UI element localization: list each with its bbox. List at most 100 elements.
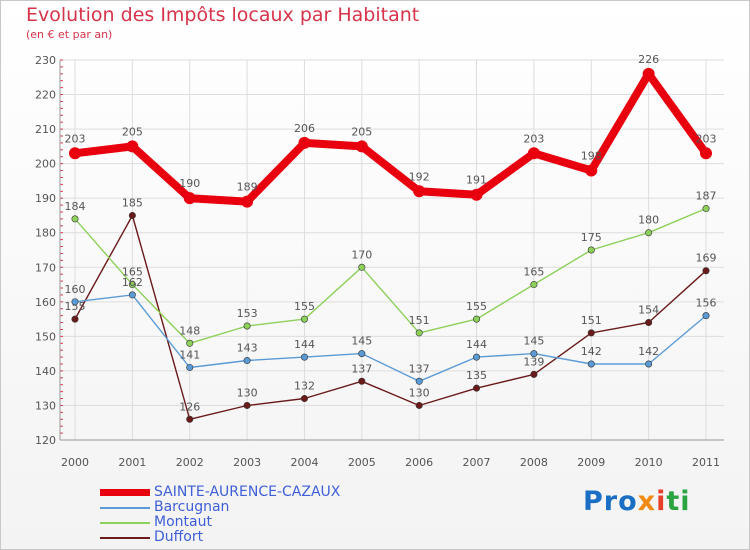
data-label-duffort-2000: 155	[65, 300, 86, 313]
data-point-montaut-2006	[415, 329, 423, 337]
data-point-sainte-aurence-cazaux-2002	[183, 192, 196, 205]
data-point-barcugnan-2003	[243, 357, 251, 365]
x-tick-label-2006: 2006	[405, 456, 433, 469]
data-point-sainte-aurence-cazaux-2000	[69, 147, 81, 160]
data-label-montaut-2003: 153	[237, 307, 258, 320]
x-tick-label-2005: 2005	[348, 456, 376, 469]
y-tick-label-150: 150	[35, 330, 56, 343]
series-line-duffort	[74, 214, 707, 420]
data-label-sainte-aurence-cazaux-2002: 190	[179, 177, 200, 190]
data-point-duffort-2009	[587, 329, 595, 337]
data-point-duffort-2010	[645, 319, 653, 327]
data-label-duffort-2006: 130	[409, 386, 430, 399]
data-point-barcugnan-2009	[587, 360, 595, 368]
data-label-sainte-aurence-cazaux-2004: 206	[294, 122, 315, 135]
data-label-duffort-2010: 154	[638, 304, 659, 317]
data-point-sainte-aurence-cazaux-2003	[241, 195, 254, 208]
data-point-barcugnan-2006	[415, 377, 423, 385]
data-label-barcugnan-2004: 144	[294, 338, 315, 351]
data-point-sainte-aurence-cazaux-2007	[470, 188, 483, 201]
data-label-montaut-2006: 151	[409, 314, 430, 327]
legend-swatch-sainte-aurence-cazaux	[100, 489, 150, 496]
legend-swatch-montaut	[100, 522, 150, 524]
y-tick-label-210: 210	[35, 123, 56, 136]
y-tick-label-190: 190	[35, 192, 56, 205]
data-label-barcugnan-2010: 142	[638, 345, 659, 358]
data-label-sainte-aurence-cazaux-2008: 203	[523, 132, 544, 145]
legend-swatch-barcugnan	[100, 507, 150, 509]
y-tick-label-170: 170	[35, 261, 56, 274]
data-point-duffort-2001	[128, 211, 136, 219]
data-label-barcugnan-2002: 141	[179, 348, 200, 361]
legend-swatch-duffort	[100, 537, 150, 539]
data-point-montaut-2000	[71, 215, 79, 223]
data-label-duffort-2008: 139	[523, 355, 544, 368]
legend-label-sainte-aurence-cazaux: SAINTE-AURENCE-CAZAUX	[154, 484, 341, 500]
data-label-sainte-aurence-cazaux-2005: 205	[351, 125, 372, 138]
data-point-barcugnan-2007	[473, 353, 481, 361]
data-label-sainte-aurence-cazaux-2009: 198	[581, 150, 602, 163]
data-point-sainte-aurence-cazaux-2008	[527, 147, 540, 160]
x-tick-label-2002: 2002	[176, 456, 204, 469]
data-label-sainte-aurence-cazaux-2011: 203	[696, 132, 717, 145]
x-tick-label-2007: 2007	[463, 456, 491, 469]
data-label-duffort-2001: 185	[122, 196, 143, 209]
y-tick-label-180: 180	[35, 227, 56, 240]
data-label-barcugnan-2007: 144	[466, 338, 487, 351]
data-point-barcugnan-2008	[530, 350, 538, 358]
data-point-duffort-2002	[186, 415, 194, 423]
y-tick-label-160: 160	[35, 296, 56, 309]
data-label-montaut-2002: 148	[179, 324, 200, 337]
legend-label-barcugnan: Barcugnan	[154, 499, 230, 515]
data-label-duffort-2011: 169	[696, 252, 717, 265]
y-tick-label-140: 140	[35, 365, 56, 378]
data-label-duffort-2003: 130	[237, 386, 258, 399]
data-point-duffort-2011	[702, 267, 710, 275]
x-tick-label-2010: 2010	[635, 456, 663, 469]
data-point-duffort-2008	[530, 370, 538, 378]
x-tick-label-2009: 2009	[577, 456, 605, 469]
series-line-barcugnan	[74, 294, 707, 382]
data-label-sainte-aurence-cazaux-2006: 192	[409, 170, 430, 183]
data-point-barcugnan-2000	[71, 298, 79, 306]
x-tick-label-2011: 2011	[692, 456, 720, 469]
data-point-montaut-2001	[128, 281, 136, 289]
data-point-duffort-2005	[358, 377, 366, 385]
series-line-sainte-aurence-cazaux	[74, 69, 710, 206]
x-tick-label-2008: 2008	[520, 456, 548, 469]
y-tick-label-230: 230	[35, 54, 56, 67]
y-tick-label-120: 120	[35, 434, 56, 447]
data-point-barcugnan-2005	[358, 350, 366, 358]
data-point-duffort-2003	[243, 401, 251, 409]
chart-subtitle: (en € et par an)	[26, 28, 113, 41]
data-label-sainte-aurence-cazaux-2001: 205	[122, 125, 143, 138]
data-label-sainte-aurence-cazaux-2000: 203	[65, 132, 86, 145]
data-point-montaut-2008	[530, 281, 538, 289]
data-point-barcugnan-2002	[186, 363, 194, 371]
data-label-montaut-2005: 170	[351, 248, 372, 261]
data-label-montaut-2007: 155	[466, 300, 487, 313]
data-label-montaut-2000: 184	[65, 200, 86, 213]
legend-item-sainte-aurence-cazaux: SAINTE-AURENCE-CAZAUX	[100, 484, 420, 500]
data-label-montaut-2010: 180	[638, 214, 659, 227]
series-line-montaut	[74, 207, 707, 344]
data-point-barcugnan-2004	[300, 353, 308, 361]
data-point-duffort-2006	[415, 401, 423, 409]
data-label-duffort-2002: 126	[179, 400, 200, 413]
data-label-duffort-2009: 151	[581, 314, 602, 327]
data-point-montaut-2007	[473, 315, 481, 323]
data-label-barcugnan-2001: 162	[122, 276, 143, 289]
proxiti-logo: Proxiti	[583, 486, 691, 517]
data-point-sainte-aurence-cazaux-2010	[642, 67, 655, 80]
data-label-sainte-aurence-cazaux-2007: 191	[466, 174, 487, 187]
data-label-duffort-2005: 137	[351, 362, 372, 375]
data-point-duffort-2000	[71, 315, 79, 323]
legend-label-duffort: Duffort	[154, 529, 204, 545]
data-point-sainte-aurence-cazaux-2006	[413, 185, 426, 198]
data-point-sainte-aurence-cazaux-2004	[298, 136, 311, 149]
data-point-sainte-aurence-cazaux-2001	[126, 140, 139, 153]
data-point-montaut-2011	[702, 205, 710, 213]
legend-label-montaut: Montaut	[154, 514, 212, 530]
chart-legend: SAINTE-AURENCE-CAZAUX Barcugnan Montaut …	[100, 484, 420, 545]
